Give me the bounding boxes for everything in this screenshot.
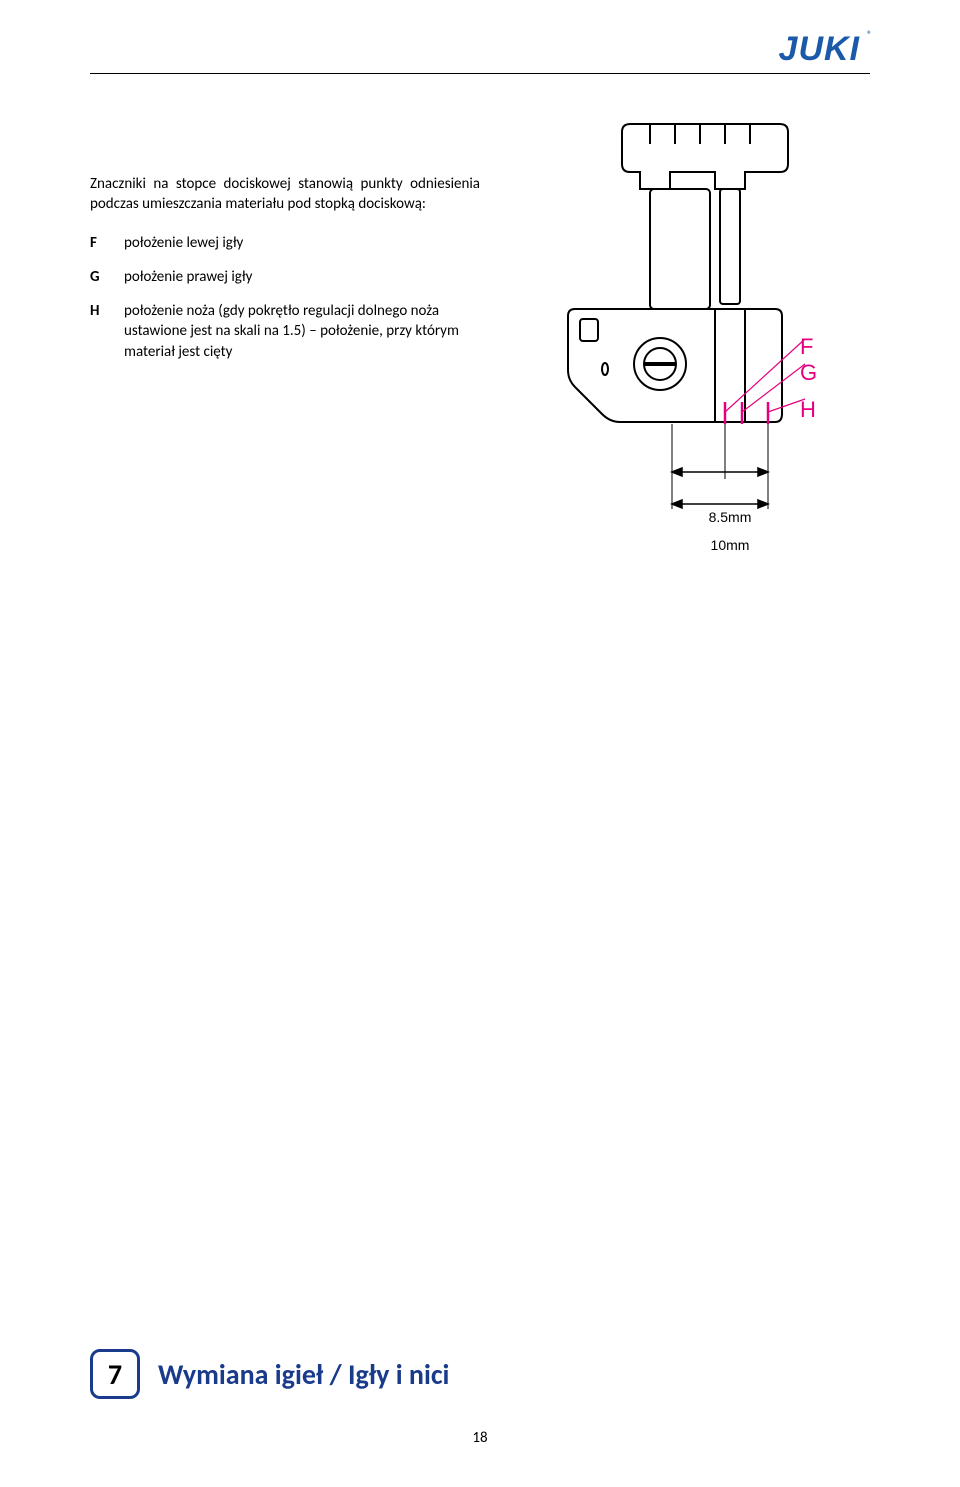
dimension-label: 10mm (690, 537, 770, 553)
figure-column: F G H 8.5mm 10mm (510, 174, 870, 594)
brand-logo: JUKI ® (779, 30, 870, 69)
definition-letter: H (90, 301, 124, 362)
figure-marker-labels: F G H (800, 334, 817, 423)
definition-letter: F (90, 233, 124, 253)
marker-label-g: G (800, 360, 817, 386)
page-header: JUKI ® (90, 30, 870, 74)
intro-paragraph: Znaczniki na stopce dociskowej stanowią … (90, 174, 480, 215)
marker-label-h: H (800, 397, 817, 423)
text-column: Znaczniki na stopce dociskowej stanowią … (90, 174, 480, 376)
figure-dimension-labels: 8.5mm 10mm (690, 509, 770, 553)
definition-text: położenie lewej igły (124, 233, 480, 253)
dimension-label: 8.5mm (690, 509, 770, 525)
section-heading-row: 7 Wymiana igieł / Igły i nici (90, 1349, 870, 1399)
page-footer: 18 (90, 1429, 870, 1447)
definition-row: G położenie prawej igły (90, 267, 480, 287)
spacer (90, 594, 870, 1349)
definition-letter: G (90, 267, 124, 287)
section-title: Wymiana igieł / Igły i nici (158, 1357, 449, 1392)
page-container: JUKI ® Znaczniki na stopce dociskowej st… (0, 0, 960, 1487)
registered-mark-icon: ® (867, 28, 872, 41)
brand-name: JUKI (779, 30, 870, 68)
definition-row: F położenie lewej igły (90, 233, 480, 253)
presser-foot-diagram (520, 114, 840, 544)
section-number-box: 7 (90, 1349, 140, 1399)
definition-text: położenie noża (gdy pokrętło regulacji d… (124, 301, 480, 362)
marker-label-f: F (800, 334, 817, 360)
content-row: Znaczniki na stopce dociskowej stanowią … (90, 174, 870, 594)
page-number: 18 (472, 1429, 487, 1447)
section-number: 7 (108, 1357, 122, 1392)
definition-row: H położenie noża (gdy pokrętło regulacji… (90, 301, 480, 362)
definition-text: położenie prawej igły (124, 267, 480, 287)
